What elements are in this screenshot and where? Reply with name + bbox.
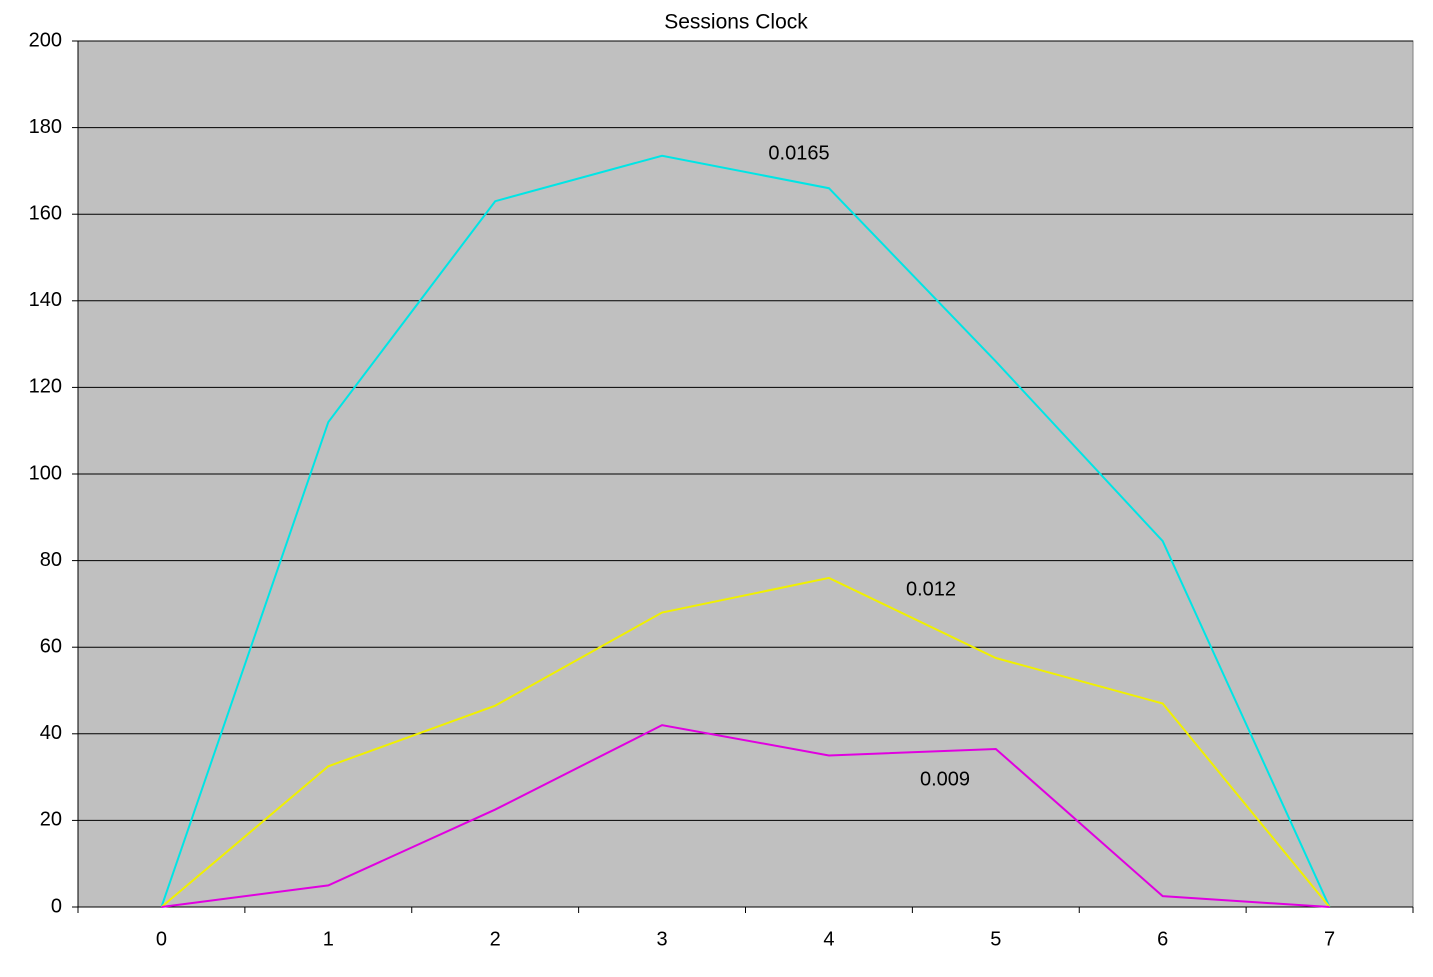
chart-title: Sessions Clock (664, 11, 808, 34)
x-tick-label: 1 (323, 928, 334, 950)
series-line (160, 154, 1331, 908)
y-tick-label: 200 (29, 29, 62, 51)
x-tick-label: 3 (657, 928, 668, 950)
y-tick-label: 80 (40, 549, 62, 571)
series-line (160, 576, 1331, 908)
annotation: 0.012 (906, 578, 956, 600)
annotation: 0.009 (920, 768, 970, 790)
y-tick-label: 20 (40, 809, 62, 831)
y-tick-label: 40 (40, 722, 62, 744)
y-tick-label: 60 (40, 635, 62, 657)
x-tick-label: 4 (823, 928, 834, 950)
y-tick-label: 0 (51, 895, 62, 917)
y-tick-label: 120 (29, 376, 62, 398)
y-tick-label: 160 (29, 202, 62, 224)
y-tick-label: 100 (29, 462, 62, 484)
x-tick-label: 6 (1157, 928, 1168, 950)
annotation: 0.0165 (768, 142, 829, 164)
y-tick-label: 180 (29, 116, 62, 138)
x-tick-label: 7 (1324, 928, 1335, 950)
x-tick-label: 5 (990, 928, 1001, 950)
x-tick-label: 0 (156, 928, 167, 950)
series-line (161, 724, 1330, 908)
y-tick-label: 140 (29, 289, 62, 311)
x-tick-label: 2 (490, 928, 501, 950)
